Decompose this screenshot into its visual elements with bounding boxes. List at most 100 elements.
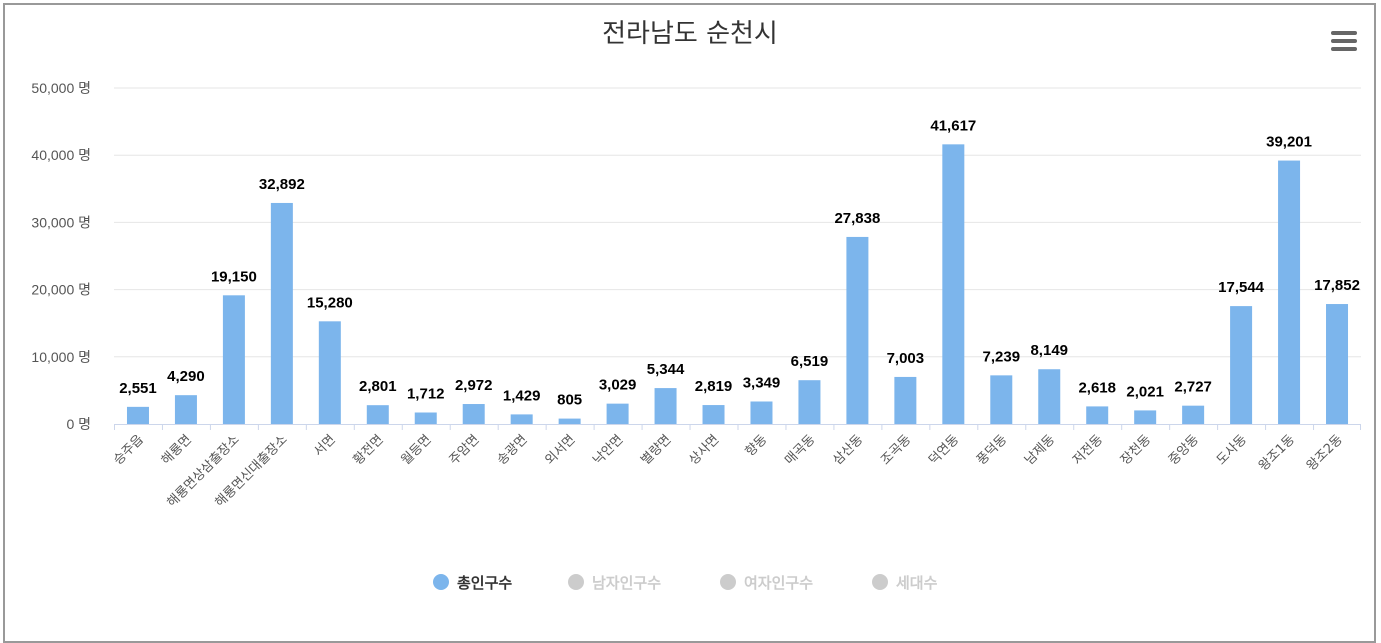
x-tick-label: 남제동 xyxy=(1022,432,1058,468)
data-label: 17,544 xyxy=(1218,279,1265,296)
x-tick-label: 별량면 xyxy=(638,432,674,468)
data-label: 15,280 xyxy=(307,294,353,311)
x-tick-label: 해룡면 xyxy=(159,432,195,468)
bar[interactable] xyxy=(510,414,533,424)
bar[interactable] xyxy=(126,406,149,424)
bar[interactable] xyxy=(1038,369,1061,424)
x-tick-label: 월등면 xyxy=(399,432,435,468)
legend-label: 남자인구수 xyxy=(592,574,661,592)
bar[interactable] xyxy=(174,395,197,424)
bar[interactable] xyxy=(558,418,581,424)
data-label: 3,349 xyxy=(743,374,781,391)
data-label: 1,712 xyxy=(407,385,445,402)
data-label: 2,551 xyxy=(119,380,157,397)
data-label: 32,892 xyxy=(259,176,305,193)
y-axis-labels: 0 명 10,000 명 20,000 명 30,000 명 40,000 명 50,00… xyxy=(31,80,91,432)
x-tick-label: 서면 xyxy=(311,432,339,460)
x-tick-label: 덕연동 xyxy=(926,432,962,468)
data-label: 2,972 xyxy=(455,377,493,394)
x-tick-label: 황전면 xyxy=(351,432,387,468)
data-label: 4,290 xyxy=(167,368,205,385)
bar[interactable] xyxy=(798,380,821,424)
x-tick-label: 외서면 xyxy=(542,432,578,468)
data-label: 39,201 xyxy=(1266,134,1312,151)
bar[interactable] xyxy=(702,405,725,424)
bar[interactable] xyxy=(270,202,293,424)
x-tick-label: 상사면 xyxy=(686,432,722,468)
data-label: 5,344 xyxy=(647,361,685,378)
bar[interactable] xyxy=(366,405,389,424)
legend-label: 세대수 xyxy=(896,574,938,592)
data-label: 1,429 xyxy=(503,387,541,404)
data-label: 7,239 xyxy=(983,348,1021,365)
bar[interactable] xyxy=(1326,304,1349,424)
data-label: 6,519 xyxy=(791,353,829,370)
bar[interactable] xyxy=(1086,406,1109,424)
bar[interactable] xyxy=(414,412,437,424)
bar[interactable] xyxy=(318,321,341,424)
data-label: 2,021 xyxy=(1126,383,1164,400)
data-label: 19,150 xyxy=(211,268,257,285)
chart-title: 전라남도 순천시 xyxy=(602,19,778,49)
bar[interactable] xyxy=(1182,405,1205,424)
data-label: 805 xyxy=(557,392,582,409)
x-tick-label: 중앙동 xyxy=(1166,432,1202,468)
legend-label: 총인구수 xyxy=(457,574,512,592)
x-tick-label: 풍덕동 xyxy=(974,432,1010,468)
bar[interactable] xyxy=(750,401,773,424)
data-label: 2,618 xyxy=(1078,379,1116,396)
bar[interactable] xyxy=(894,376,917,424)
bar[interactable] xyxy=(654,388,677,424)
bar[interactable] xyxy=(222,295,245,424)
data-label: 2,819 xyxy=(695,378,733,395)
legend-marker xyxy=(872,574,888,590)
x-tick-label: 낙안면 xyxy=(590,432,626,468)
legend-marker xyxy=(720,574,736,590)
bar[interactable] xyxy=(1278,160,1301,424)
x-tick-label: 주암면 xyxy=(447,432,483,468)
x-tick-label: 향동 xyxy=(743,432,771,460)
bar[interactable] xyxy=(606,403,629,424)
legend: 총인구수 남자인구수 여자인구수 세대수 xyxy=(433,574,938,592)
chart-menu-button[interactable] xyxy=(1325,25,1361,57)
x-tick-label: 매곡동 xyxy=(782,432,818,468)
x-tick-label: 승주읍 xyxy=(111,432,147,468)
bar[interactable] xyxy=(846,236,869,424)
y-tick-label: 30,000 명 xyxy=(31,214,91,230)
bar[interactable] xyxy=(462,404,485,424)
hamburger-menu-icon xyxy=(1331,31,1357,51)
y-tick-label: 10,000 명 xyxy=(31,349,91,365)
x-tick-label: 왕조1동 xyxy=(1256,432,1298,474)
y-tick-label: 50,000 명 xyxy=(31,80,91,96)
legend-item[interactable]: 여자인구수 xyxy=(720,574,813,592)
bar-series xyxy=(126,144,1349,425)
bar[interactable] xyxy=(990,375,1013,424)
x-tick-label: 장천동 xyxy=(1118,432,1154,468)
y-tick-label: 40,000 명 xyxy=(31,147,91,163)
legend-label: 여자인구수 xyxy=(744,574,813,592)
data-label: 27,838 xyxy=(834,210,880,227)
legend-item[interactable]: 총인구수 xyxy=(433,574,512,592)
legend-item[interactable]: 세대수 xyxy=(872,574,938,592)
data-label: 7,003 xyxy=(887,350,925,367)
bar[interactable] xyxy=(1134,410,1157,424)
x-tick-label: 왕조2동 xyxy=(1304,432,1346,474)
x-tick-label: 조곡동 xyxy=(878,432,914,468)
y-tick-label: 0 명 xyxy=(66,416,91,432)
y-tick-label: 20,000 명 xyxy=(31,282,91,298)
data-labels: 2,551 4,290 19,150 32,892 15,280 2,801 1,712 2,… xyxy=(119,117,1360,408)
grid-lines xyxy=(114,87,1361,358)
x-tick-label: 저전동 xyxy=(1070,432,1106,468)
legend-marker xyxy=(433,574,449,590)
legend-item[interactable]: 남자인구수 xyxy=(568,574,661,592)
data-label: 41,617 xyxy=(930,117,976,134)
bar[interactable] xyxy=(942,144,965,425)
bar[interactable] xyxy=(1230,306,1253,424)
x-tick-label: 삼산동 xyxy=(830,432,866,468)
data-label: 3,029 xyxy=(599,377,637,394)
x-tick-label: 송광면 xyxy=(495,432,531,468)
data-label: 2,727 xyxy=(1174,379,1212,396)
legend-marker xyxy=(568,574,584,590)
